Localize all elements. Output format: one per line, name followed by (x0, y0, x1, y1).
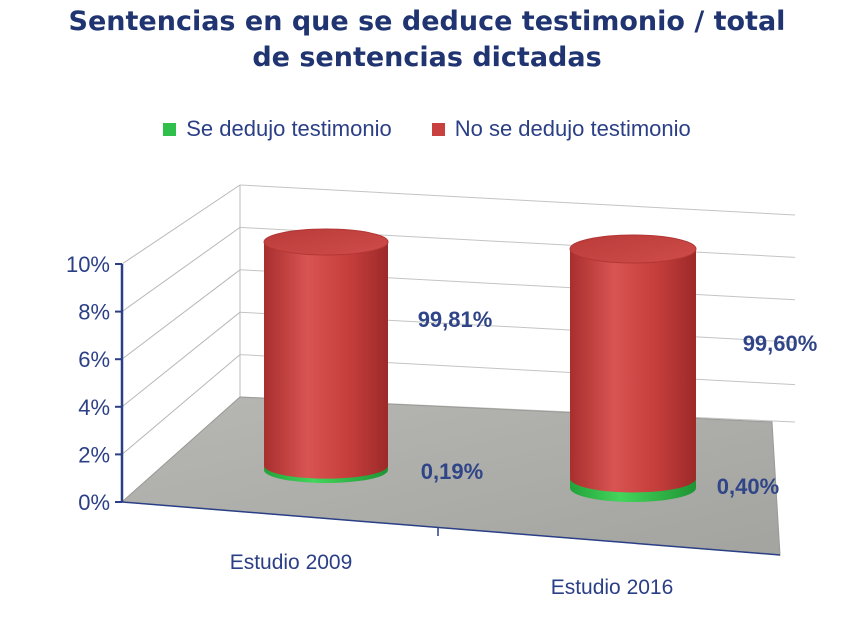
bar-no-se-dedujo (264, 242, 388, 479)
y-tick-label: 0% (78, 490, 110, 515)
y-tick-label: 10% (66, 252, 110, 277)
data-label-no-se-dedujo: 99,81% (418, 307, 493, 332)
gridline-side (121, 184, 241, 265)
bar-top-cap (569, 234, 697, 264)
data-labels: 0,19% 0,40% 99,81% 99,60% (418, 307, 818, 499)
category-labels: Estudio 2009 Estudio 2016 (230, 551, 674, 599)
bar-no-se-dedujo (570, 249, 696, 493)
legend-label-no-se-dedujo: No se dedujo testimonio (454, 116, 691, 141)
legend-item-no-se-dedujo: No se dedujo testimonio (431, 116, 691, 142)
gridline-side (121, 269, 241, 360)
bar-top-cap (263, 228, 389, 256)
chart-legend: Se dedujo testimonio No se dedujo testim… (0, 116, 854, 142)
data-label-no-se-dedujo: 99,60% (743, 331, 818, 356)
bars (263, 228, 697, 502)
legend-swatch-se-dedujo (163, 122, 177, 136)
chart-title-line-1: Sentencias en que se deduce testimonio /… (68, 6, 786, 37)
data-label-se-dedujo: 0,40% (717, 474, 779, 499)
legend-item-se-dedujo: Se dedujo testimonio (163, 116, 392, 142)
chart-title: Sentencias en que se deduce testimonio /… (0, 4, 854, 76)
gridline-side (121, 311, 241, 408)
gridline-side (121, 226, 241, 313)
chart-title-line-2: de sentencias dictadas (252, 42, 602, 73)
y-axis: 0% 2% 4% 6% 8% 10% (66, 252, 781, 556)
x-category-label: Estudio 2009 (230, 551, 353, 574)
gridline-back (239, 184, 796, 216)
y-tick-label: 8% (78, 300, 110, 325)
legend-label-se-dedujo: Se dedujo testimonio (186, 116, 392, 141)
y-tick-label: 4% (78, 395, 110, 420)
x-category-label: Estudio 2016 (551, 576, 674, 599)
y-tick-label: 6% (78, 347, 110, 372)
data-label-se-dedujo: 0,19% (421, 459, 483, 484)
x-axis-line (121, 501, 781, 556)
legend-swatch-no-se-dedujo (431, 122, 445, 136)
gridline-side (121, 354, 241, 455)
y-tick-label: 2% (78, 442, 110, 467)
